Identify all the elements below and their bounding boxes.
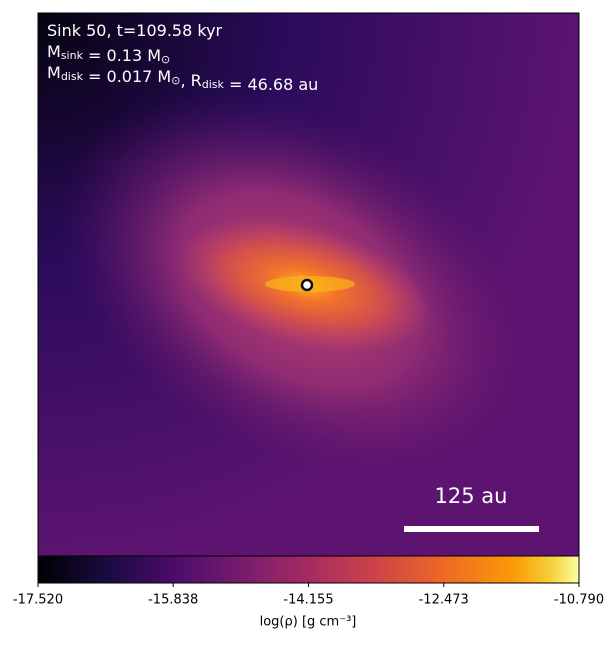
x-tick-label: -15.838 <box>148 593 198 608</box>
annotation-text: = 0.017 M <box>83 67 171 86</box>
annotation-subscript: disk <box>61 70 84 83</box>
x-tick-label: -17.520 <box>13 593 63 608</box>
annotation-text: = 46.68 au <box>224 75 318 94</box>
annotation: Msink = 0.13 M⊙ <box>47 42 170 67</box>
scale-bar-label: 125 au <box>435 484 508 508</box>
annotation-text: M <box>47 63 61 82</box>
scale-bar <box>404 526 539 532</box>
sink-marker <box>300 278 314 292</box>
annotation-subscript: ⊙ <box>171 74 180 87</box>
annotation-text: M <box>47 42 61 61</box>
x-tick-label: -10.790 <box>554 593 604 608</box>
x-tick-label: -12.473 <box>419 593 469 608</box>
annotation: Mdisk = 0.017 M⊙, Rdisk = 46.68 au <box>47 63 318 94</box>
annotation: Sink 50, t=109.58 kyr <box>47 21 223 40</box>
annotation-text: , R <box>180 71 201 90</box>
annotation-subscript: ⊙ <box>161 53 170 66</box>
colorbar <box>37 555 580 584</box>
annotation-text: = 0.13 M <box>83 46 161 65</box>
annotation-text: Sink 50, t=109.58 kyr <box>47 21 223 40</box>
annotation-subscript: sink <box>61 49 84 62</box>
annotation-subscript: disk <box>202 78 225 91</box>
x-tick-label: -14.155 <box>283 593 333 608</box>
colorbar-label: log(ρ) [g cm⁻³] <box>260 615 357 630</box>
